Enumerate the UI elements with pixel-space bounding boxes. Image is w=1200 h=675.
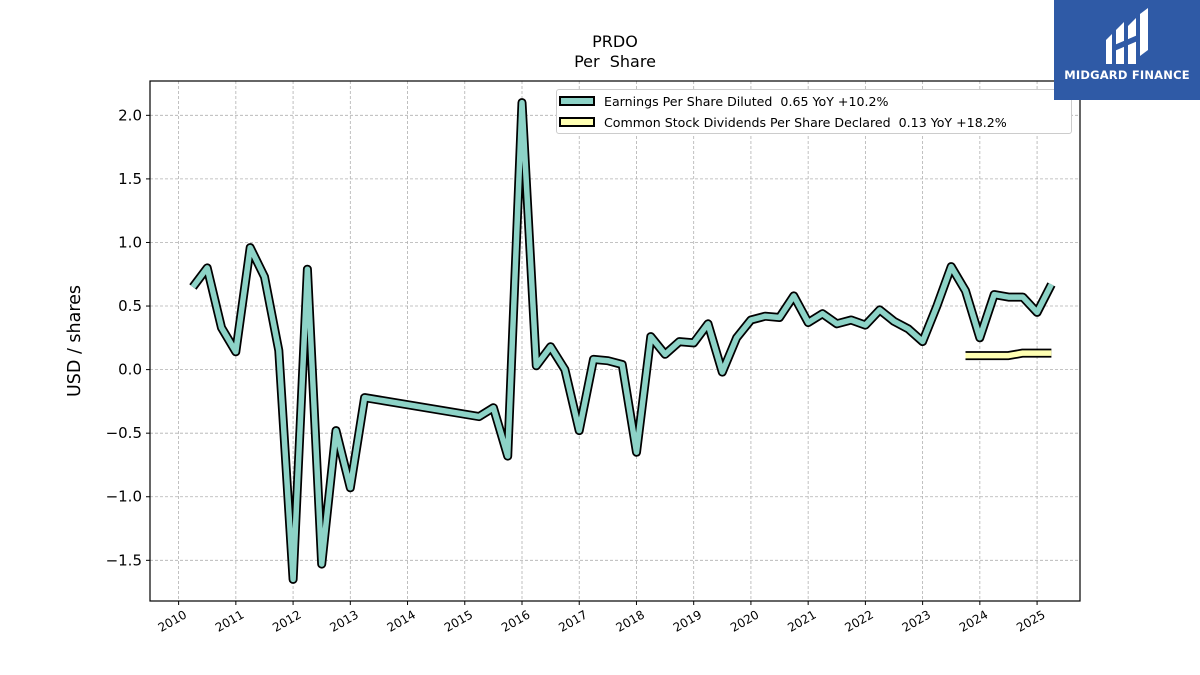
x-tick-label: 2020: [728, 607, 761, 634]
legend-swatch-dividends: [559, 117, 595, 127]
series-eps: [189, 98, 1056, 584]
chart-title: PRDO: [592, 32, 638, 51]
x-tick-label: 2017: [556, 607, 589, 634]
x-tick-label: 2022: [842, 607, 875, 634]
x-tick-label: 2023: [900, 607, 933, 634]
x-tick-label: 2024: [957, 607, 990, 634]
series-line: [190, 99, 1054, 583]
y-tick-label: 1.5: [118, 170, 142, 188]
y-tick-label: −1.0: [106, 488, 142, 506]
x-tick-label: 2025: [1014, 607, 1047, 634]
y-axis-label: USD / shares: [65, 285, 85, 397]
x-tick-label: 2011: [213, 607, 246, 634]
chart-subtitle: Per Share: [574, 52, 656, 71]
series-lines: [189, 98, 1056, 584]
y-axis-ticks: −1.5 −1.0 −0.5 0.0 0.5 1.0 1.5 2.0: [106, 106, 150, 569]
x-axis-ticks: 2010 2011 2012 2013 2014 2015 2016 2017 2018 2019…: [156, 601, 1048, 635]
logo-mark-icon: [1106, 8, 1148, 64]
y-tick-label: 0.5: [118, 297, 142, 315]
legend-item-eps: Earnings Per Share Diluted 0.65 YoY +10.…: [557, 91, 888, 111]
x-tick-label: 2019: [671, 607, 704, 634]
legend-swatch-eps: [559, 96, 595, 106]
legend-label-dividends: Common Stock Dividends Per Share Declare…: [604, 114, 1007, 130]
legend-item-dividends: Common Stock Dividends Per Share Declare…: [557, 112, 1007, 132]
y-tick-label: −0.5: [106, 424, 142, 442]
plot-frame: [149, 80, 1081, 602]
series-line: [965, 350, 1052, 359]
x-tick-label: 2018: [614, 607, 647, 634]
y-tick-label: −1.5: [106, 551, 142, 569]
legend: Earnings Per Share Diluted 0.65 YoY +10.…: [556, 89, 1072, 134]
x-tick-label: 2021: [785, 607, 818, 634]
logo: MIDGARD FINANCE: [1054, 0, 1200, 100]
y-tick-label: 1.0: [118, 233, 142, 251]
legend-label-eps: Earnings Per Share Diluted 0.65 YoY +10.…: [604, 93, 889, 109]
y-tick-label: 0.0: [118, 361, 142, 379]
x-tick-label: 2010: [156, 607, 189, 634]
x-tick-label: 2014: [385, 607, 418, 634]
x-tick-label: 2013: [327, 607, 360, 634]
y-tick-label: 2.0: [118, 106, 142, 124]
logo-text: MIDGARD FINANCE: [1064, 68, 1190, 82]
x-tick-label: 2015: [442, 607, 475, 634]
x-tick-label: 2016: [499, 607, 532, 634]
series-dividends: [965, 348, 1052, 361]
x-tick-label: 2012: [270, 607, 303, 634]
